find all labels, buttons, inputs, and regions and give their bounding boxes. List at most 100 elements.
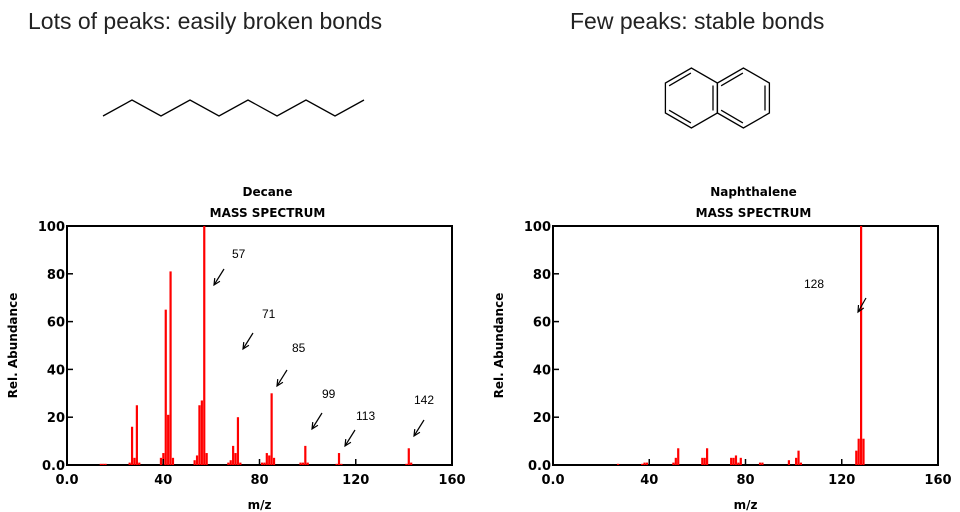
- peak-bar-mz-74: [730, 457, 733, 465]
- peak-bar-mz-78: [739, 457, 742, 465]
- peak-bar-mz-51: [674, 457, 677, 465]
- peak-bar-mz-86: [758, 462, 762, 465]
- annotation-arrowhead: [276, 378, 284, 388]
- peak-bar-mz-38: [643, 462, 646, 465]
- y-tick-label: 0.0: [42, 459, 65, 474]
- x-tick-label: 80: [250, 473, 268, 488]
- chart-subtitle: MASS SPECTRUM: [210, 206, 326, 220]
- peak-bar-mz-52: [677, 448, 680, 465]
- x-tick-label: 40: [154, 473, 172, 488]
- peak-bar-mz-101: [795, 457, 798, 465]
- peak-bar-mz-53: [193, 460, 196, 465]
- y-tick-label: 40: [47, 363, 65, 378]
- chart-title: Decane: [243, 185, 293, 199]
- peak-bar-mz-98: [787, 460, 791, 465]
- peak-bar-mz-103: [799, 462, 803, 465]
- peak-bar-mz-16: [104, 463, 107, 465]
- y-tick-label: 20: [533, 411, 551, 426]
- naphthalene-structure: [664, 67, 771, 129]
- peak-bar-mz-142: [407, 448, 410, 465]
- y-tick-label: 100: [524, 220, 551, 235]
- x-tick-label: 40: [640, 473, 658, 488]
- peak-bar-mz-39: [159, 457, 163, 465]
- annotation-arrowhead: [213, 277, 221, 287]
- y-tick-label: 60: [47, 316, 65, 331]
- annotation-arrow: [276, 369, 288, 387]
- chart-subtitle: MASS SPECTRUM: [696, 206, 812, 220]
- annotation-label: 128: [804, 277, 824, 291]
- y-tick-label: 0.0: [528, 459, 551, 474]
- peak-bar-mz-27: [616, 463, 620, 465]
- peak-bar-mz-84: [268, 455, 271, 465]
- peak-bar-mz-15: [102, 463, 105, 465]
- peak-bar-mz-69: [232, 445, 235, 465]
- annotation-arrowhead: [242, 341, 250, 351]
- peak-bar-mz-39: [645, 462, 649, 465]
- peak-bar-mz-41: [164, 309, 167, 465]
- peak-bar-mz-63: [703, 457, 706, 465]
- y-tick-label: 100: [38, 220, 65, 235]
- annotation-arrow: [413, 419, 425, 437]
- peak-bar-mz-143: [410, 462, 413, 465]
- peak-bar-mz-71: [236, 417, 240, 465]
- x-tick-label: 0.0: [55, 473, 78, 488]
- annotation-arrow: [311, 412, 323, 430]
- x-axis-title: m/z: [734, 498, 758, 512]
- peak-bar-mz-67: [227, 462, 230, 465]
- peak-bar-mz-29: [135, 405, 138, 465]
- peak-bar-mz-97: [299, 462, 302, 465]
- peak-bar-mz-44: [171, 457, 175, 465]
- peak-bar-mz-112: [335, 463, 338, 465]
- peak-bar-mz-100: [306, 462, 309, 465]
- peak-bar-mz-114: [340, 463, 343, 465]
- peak-bar-mz-128: [860, 226, 863, 465]
- chart-title: Naphthalene: [710, 185, 797, 199]
- annotation-label: 57: [232, 247, 246, 261]
- peak-bar-mz-102: [797, 450, 800, 465]
- peak-bar-mz-55: [198, 405, 201, 465]
- x-tick-label: 0.0: [541, 473, 564, 488]
- peak-bar-mz-87: [761, 462, 764, 465]
- y-tick-label: 80: [47, 268, 65, 283]
- annotation-label: 99: [322, 387, 336, 401]
- decane-structure: [102, 99, 365, 117]
- peak-bar-mz-27: [130, 426, 134, 465]
- peak-bar-mz-75: [732, 457, 735, 465]
- peak-bar-mz-30: [138, 462, 141, 465]
- annotation-arrow: [213, 268, 225, 286]
- y-tick-label: 80: [533, 268, 551, 283]
- annotation-arrowhead: [413, 428, 421, 438]
- peak-bar-mz-54: [195, 455, 199, 465]
- annotation-arrow: [344, 429, 356, 447]
- peak-bar-mz-62: [701, 457, 704, 465]
- y-tick-label: 60: [533, 316, 551, 331]
- peak-bar-mz-68: [229, 460, 232, 465]
- decane-chart: Decane MASS SPECTRUM 0.0 20 40 60 80 100 0.0 40 80…: [6, 185, 466, 512]
- peak-bar-mz-56: [200, 400, 203, 465]
- peak-bar-mz-85: [270, 393, 273, 465]
- annotation-arrow: [242, 332, 254, 350]
- x-tick-label: 80: [736, 473, 754, 488]
- plot-frame: [552, 225, 939, 466]
- peak-bar-mz-113: [337, 453, 341, 465]
- peak-bar-mz-28: [133, 457, 136, 465]
- x-axis-title: m/z: [248, 498, 272, 512]
- y-axis-title: Rel. Abundance: [492, 293, 506, 399]
- peak-bar-mz-70: [234, 453, 237, 465]
- peak-bar-mz-42: [167, 414, 170, 465]
- peak-bar-mz-57: [203, 226, 206, 465]
- peak-bar-mz-86: [272, 457, 276, 465]
- plot-frame: [66, 225, 453, 466]
- y-axis-title: Rel. Abundance: [6, 293, 20, 399]
- peak-bar-mz-26: [128, 462, 131, 465]
- peak-bar-mz-127: [857, 438, 860, 465]
- peak-bar-mz-43: [169, 271, 172, 465]
- annotation-arrowhead: [344, 438, 352, 448]
- right-heading: Few peaks: stable bonds: [570, 8, 825, 34]
- y-tick-label: 40: [533, 363, 551, 378]
- peak-bar-mz-58: [205, 453, 208, 465]
- peak-bar-mz-77: [737, 462, 740, 465]
- peak-bar-mz-141: [405, 463, 408, 465]
- peak-bar-mz-81: [260, 462, 264, 465]
- annotation-label: 71: [262, 307, 276, 321]
